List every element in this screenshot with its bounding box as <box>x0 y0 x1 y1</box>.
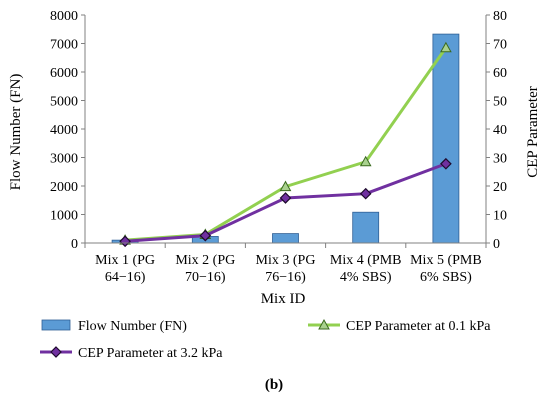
axes <box>84 15 487 244</box>
x-axis-ticks: Mix 1 (PG 64−16) Mix 2 (PG 70−16) Mix 3 (PG 7… <box>84 243 487 285</box>
x-tick-label: Mix 3 (PG 76−16) <box>256 253 316 285</box>
x-axis-title: Mix ID <box>261 291 306 307</box>
left-tick-label: 2000 <box>50 180 78 195</box>
legend-swatch-marker <box>318 318 330 330</box>
bar-series <box>111 33 460 244</box>
right-tick-label: 40 <box>493 123 507 138</box>
figure-caption: (b) <box>265 377 283 393</box>
right-tick-label: 30 <box>493 152 507 167</box>
y-axis-left-title: Flow Number (FN) <box>8 74 24 191</box>
right-tick-label: 80 <box>493 9 507 24</box>
right-tick-label: 50 <box>493 95 507 110</box>
left-tick-label: 0 <box>71 237 78 252</box>
right-tick-label: 20 <box>493 180 507 195</box>
x-tick-label: Mix 5 (PMB 6% SBS) <box>410 253 482 285</box>
point-cep-3.2kpa <box>440 157 452 170</box>
right-tick-label: 0 <box>493 237 500 252</box>
point-cep-0.1kpa <box>359 155 372 167</box>
bar-flow-number <box>272 233 299 244</box>
right-tick-label: 60 <box>493 66 507 81</box>
x-tick-label: Mix 2 (PG 70−16) <box>175 253 235 285</box>
legend-label: CEP Parameter at 0.1 kPa <box>346 319 491 334</box>
left-axis-ticks: 0 1000 2000 3000 4000 5000 6000 7000 8000 <box>50 9 85 252</box>
legend-label: CEP Parameter at 3.2 kPa <box>78 346 223 361</box>
x-tick-label: Mix 4 (PMB 4% SBS) <box>330 253 402 285</box>
point-cep-0.1kpa <box>440 41 452 53</box>
legend-swatch-marker <box>50 346 62 358</box>
left-tick-label: 7000 <box>50 38 78 53</box>
right-axis-ticks: 0 10 20 30 40 50 60 70 80 <box>486 9 507 252</box>
left-tick-label: 8000 <box>50 9 78 24</box>
y-axis-right-title: CEP Parameter <box>525 86 541 178</box>
right-tick-label: 10 <box>493 209 507 224</box>
left-tick-label: 4000 <box>50 123 78 138</box>
left-tick-label: 6000 <box>50 66 78 81</box>
point-cep-3.2kpa <box>199 229 212 242</box>
bar-flow-number <box>352 211 380 244</box>
legend: Flow Number (FN) CEP Parameter at 0.1 kPa… <box>40 318 491 361</box>
legend-swatch-bar <box>41 319 71 331</box>
left-tick-label: 5000 <box>50 95 78 110</box>
line-series <box>119 41 452 248</box>
point-cep-3.2kpa <box>119 235 131 248</box>
line-cep-0.1kpa <box>124 46 448 242</box>
legend-label: Flow Number (FN) <box>78 319 187 334</box>
bar-flow-number <box>432 33 460 244</box>
x-tick-label: Mix 1 (PG 64−16) <box>95 253 155 285</box>
point-cep-3.2kpa <box>359 187 372 200</box>
point-cep-0.1kpa <box>279 180 292 192</box>
right-tick-label: 70 <box>493 38 507 53</box>
legend-item: CEP Parameter at 0.1 kPa <box>308 318 491 334</box>
left-tick-label: 1000 <box>50 209 78 224</box>
legend-item: CEP Parameter at 3.2 kPa <box>40 346 223 361</box>
legend-item: Flow Number (FN) <box>41 319 187 334</box>
left-tick-label: 3000 <box>50 152 78 167</box>
point-cep-3.2kpa <box>279 192 292 204</box>
